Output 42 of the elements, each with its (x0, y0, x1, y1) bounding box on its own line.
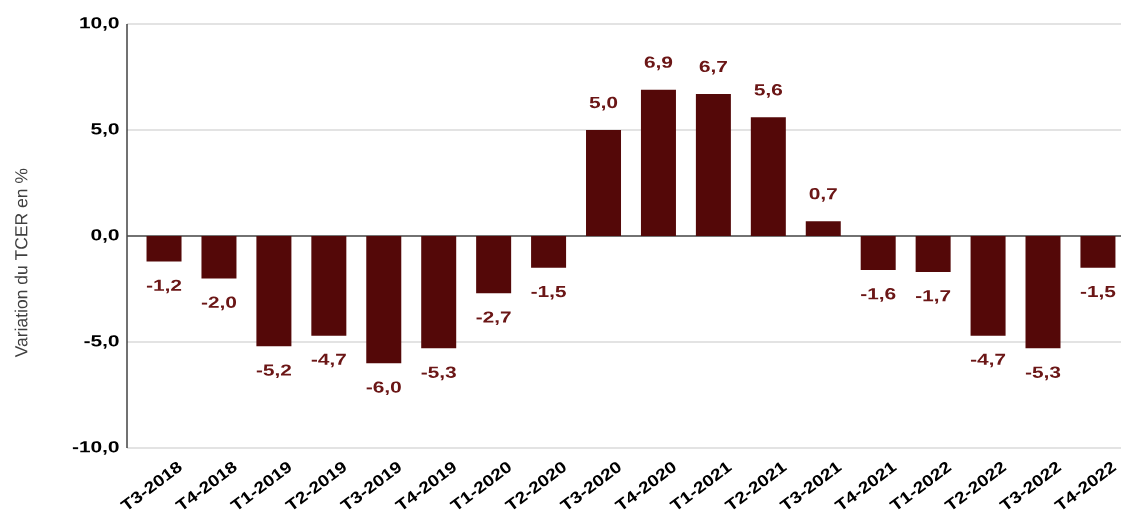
y-tick-label: -5,0 (84, 335, 119, 349)
data-label: -1,5 (531, 286, 566, 300)
data-label: -1,2 (146, 279, 182, 294)
bar (421, 236, 457, 349)
data-label: -5,3 (1025, 366, 1061, 381)
data-label: -1,5 (1080, 286, 1116, 300)
bar (970, 236, 1006, 336)
bar (640, 89, 676, 236)
bar (805, 221, 841, 236)
y-tick-label: 10,0 (80, 17, 119, 31)
y-tick-label: 0,0 (91, 229, 119, 243)
data-label: -6,0 (366, 381, 401, 396)
bar (201, 236, 237, 279)
bar (531, 236, 567, 268)
data-label: 6,7 (699, 60, 727, 75)
bar (1080, 236, 1116, 268)
data-label: 5,0 (589, 96, 618, 111)
data-label: 5,6 (754, 84, 783, 98)
bar (750, 117, 786, 236)
y-axis-title: Variation du TCER en % (14, 168, 28, 358)
bar (476, 236, 512, 294)
data-label: -2,7 (476, 311, 511, 326)
bar (256, 236, 292, 347)
data-label: -4,7 (970, 353, 1006, 368)
bar (311, 236, 347, 336)
data-label: 0,7 (809, 187, 837, 202)
data-label: -4,7 (311, 353, 346, 368)
y-tick-label: -10,0 (72, 441, 119, 455)
bar (695, 93, 731, 236)
data-label: -2,0 (201, 296, 237, 311)
bar (146, 236, 182, 262)
data-label: -1,6 (861, 288, 896, 302)
bar (860, 236, 896, 270)
data-label: -5,3 (421, 366, 456, 381)
data-label: -5,2 (256, 364, 291, 379)
bar (1025, 236, 1061, 349)
y-tick-label: 5,0 (91, 123, 119, 137)
bar (366, 236, 402, 364)
bar (586, 129, 622, 236)
data-label: 6,9 (644, 56, 673, 71)
data-label: -1,7 (916, 290, 951, 304)
bar (915, 236, 951, 273)
